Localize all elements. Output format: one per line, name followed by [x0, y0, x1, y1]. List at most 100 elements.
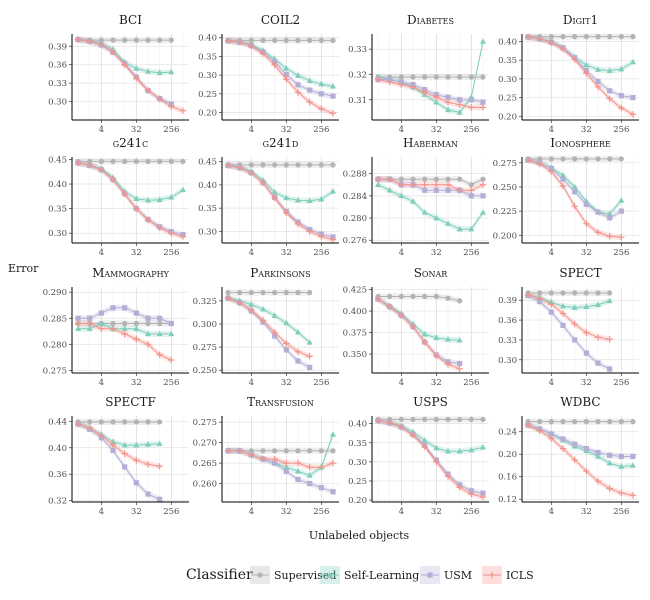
data-point [571, 456, 578, 464]
data-point [168, 320, 174, 327]
panel-haberman: Haberman 0.276 0.280 0.284 0.288 4 32 256 [343, 136, 489, 258]
data-point [283, 468, 289, 474]
legend-item-icls: ICLS [482, 566, 534, 584]
y-tick-label: 0.35 [198, 52, 217, 62]
y-tick-label: 0.33 [48, 79, 67, 89]
data-point [109, 48, 117, 56]
y-tick-label: 0.35 [48, 205, 67, 215]
x-tick-label: 32 [281, 248, 292, 258]
data-point [444, 181, 452, 188]
panel-g241d: g241d 0.30 0.35 0.40 0.45 4 32 256 [198, 136, 339, 258]
y-tick-label: 0.30 [48, 229, 67, 239]
x-tick-label: 32 [431, 125, 442, 135]
data-point [318, 463, 325, 471]
data-point [386, 303, 393, 310]
legend-key-marker [327, 571, 333, 578]
data-point [145, 320, 151, 327]
series-supervised [225, 289, 313, 296]
data-point [145, 441, 151, 447]
data-point [387, 293, 393, 300]
data-point [145, 37, 151, 43]
panel-digit1: Digit1 0.20 0.25 0.30 0.35 0.40 4 32 256 [498, 13, 639, 135]
data-point [409, 83, 417, 91]
data-point [618, 93, 624, 99]
data-point [468, 490, 475, 498]
panel-title: Haberman [403, 136, 458, 150]
data-point [283, 76, 290, 83]
data-point [479, 181, 487, 188]
data-point [445, 336, 451, 342]
y-tick-label: 0.30 [498, 356, 517, 366]
data-point [618, 65, 625, 72]
y-tick-label: 0.40 [348, 420, 367, 430]
data-point [157, 419, 163, 425]
data-point [133, 419, 139, 425]
series-line [227, 164, 334, 202]
data-point [145, 197, 151, 203]
panel-title: Mammography [92, 266, 170, 280]
data-point [283, 209, 290, 216]
data-point [260, 305, 266, 312]
x-tick-label: 4 [399, 248, 404, 258]
gridlines [372, 287, 489, 373]
y-tick-label: 0.20 [498, 112, 517, 122]
data-point [560, 436, 566, 442]
data-point [630, 94, 636, 101]
data-point [109, 441, 117, 449]
data-point [630, 58, 636, 65]
data-point [559, 445, 567, 452]
x-tick-label: 256 [463, 507, 479, 517]
data-point [595, 66, 601, 72]
data-point [606, 95, 613, 102]
data-point [110, 305, 116, 311]
data-point [595, 209, 601, 215]
y-tick-label: 0.30 [48, 98, 67, 108]
y-tick-label: 0.45 [48, 155, 67, 165]
y-tick-label: 0.20 [198, 109, 217, 119]
y-tick-label: 0.25 [348, 477, 367, 487]
data-point [595, 453, 601, 459]
data-point [180, 186, 186, 193]
x-tick-label: 4 [249, 378, 254, 388]
data-point [168, 37, 174, 43]
data-point [306, 77, 313, 83]
data-point [306, 472, 313, 478]
data-point [421, 209, 428, 215]
y-tick-label: 0.20 [348, 496, 367, 506]
data-point [374, 76, 382, 83]
data-point [121, 190, 128, 198]
series-line [227, 164, 334, 241]
series-icls [524, 156, 625, 241]
data-point [145, 68, 151, 74]
data-point [98, 419, 104, 425]
gridlines [522, 416, 639, 502]
data-point [271, 61, 278, 69]
data-point [571, 320, 578, 328]
data-point [156, 196, 163, 202]
x-tick-label: 256 [613, 378, 629, 388]
data-point [618, 453, 624, 460]
data-point [98, 320, 105, 326]
x-tick-label: 4 [399, 378, 404, 388]
data-point [329, 459, 337, 467]
y-tick-label: 0.32 [348, 70, 367, 80]
data-point [595, 34, 601, 40]
band-self-learning [78, 420, 160, 449]
data-point [456, 484, 463, 491]
data-point [548, 39, 555, 46]
data-point [157, 158, 163, 165]
y-tick-label: 0.25 [498, 94, 517, 104]
y-tick-label: 0.284 [343, 192, 367, 202]
data-point [283, 319, 290, 326]
data-point [618, 463, 625, 469]
data-point [306, 98, 313, 106]
data-point [456, 225, 463, 232]
data-point [144, 461, 152, 468]
data-point [86, 320, 93, 327]
x-tick-label: 32 [431, 507, 442, 517]
x-tick-label: 32 [581, 248, 592, 258]
data-point [594, 334, 602, 341]
data-point [248, 37, 254, 43]
data-point [548, 431, 554, 437]
data-point [145, 330, 151, 337]
